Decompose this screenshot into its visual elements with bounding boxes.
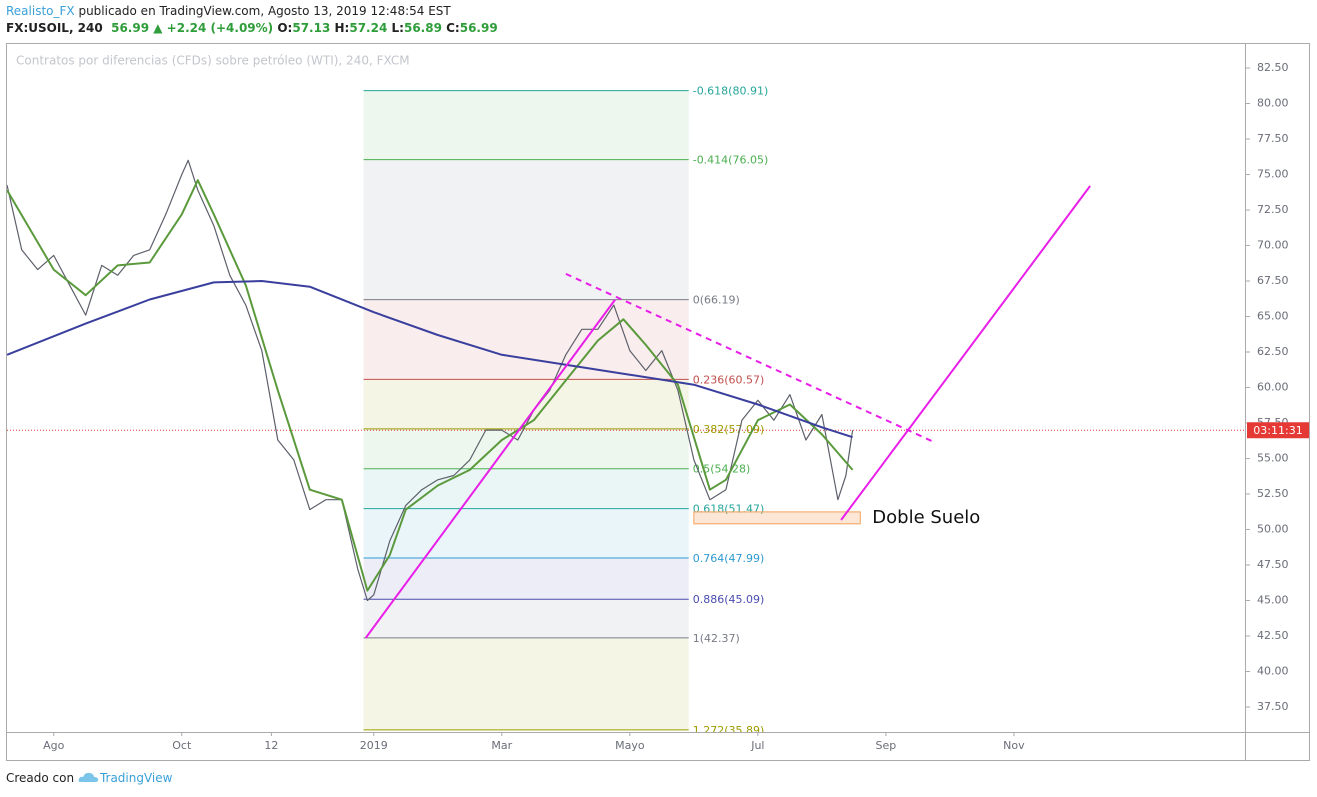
- y-tick-label: 72.50: [1257, 203, 1289, 216]
- fib-band: [363, 159, 689, 300]
- zone: [693, 511, 861, 525]
- ohlc-label: L:: [391, 21, 404, 35]
- fib-label: 0.382(57.09): [693, 423, 765, 436]
- y-tick-label: 52.50: [1257, 487, 1289, 500]
- y-tick-label: 47.50: [1257, 558, 1289, 571]
- chart-title: Contratos por diferencias (CFDs) sobre p…: [16, 54, 410, 68]
- footer: Creado con TradingView: [6, 771, 172, 785]
- price-series: [7, 179, 854, 592]
- arrow: ▲: [153, 21, 163, 35]
- y-tick-label: 60.00: [1257, 381, 1289, 394]
- trendline: [565, 272, 937, 444]
- symbol: FX:USOIL, 240: [6, 21, 103, 35]
- y-tick-label: 50.00: [1257, 523, 1289, 536]
- x-tick-label: Mar: [491, 739, 512, 752]
- fib-label: 0(66.19): [693, 294, 740, 307]
- y-tick-label: 77.50: [1257, 132, 1289, 145]
- y-tick-label: 62.50: [1257, 345, 1289, 358]
- fib-band: [363, 599, 689, 638]
- x-tick-label: Sep: [876, 739, 897, 752]
- fib-band: [363, 637, 689, 730]
- ohlc-label: C:: [446, 21, 460, 35]
- y-tick-label: 65.00: [1257, 310, 1289, 323]
- fib-label: 1(42.37): [693, 632, 740, 645]
- trendline: [364, 299, 616, 639]
- plot-area: -0.618(80.91) -0.414(76.05) 0(66.19) 0.236(…: [7, 85, 1245, 737]
- countdown: 03:11:31: [1253, 424, 1302, 437]
- y-tick-label: 75.00: [1257, 167, 1289, 180]
- x-tick-label: Jul: [750, 739, 764, 752]
- fib-band: [363, 90, 689, 160]
- ohlc-value: 57.13: [292, 21, 331, 35]
- x-tick-label: Ago: [43, 739, 65, 752]
- fib-label: -0.414(76.05): [693, 154, 769, 167]
- fib-label: 1.272(35.89): [693, 724, 765, 737]
- y-tick-label: 70.00: [1257, 239, 1289, 252]
- fib-label: 0.236(60.57): [693, 373, 765, 386]
- ohlc-value: 56.89: [403, 21, 442, 35]
- price-series: [7, 159, 854, 602]
- y-tick-label: 42.50: [1257, 629, 1289, 642]
- x-tick-label: 2019: [360, 739, 388, 752]
- fib-label: 0.764(47.99): [693, 552, 765, 565]
- fib-label: 0.886(45.09): [693, 593, 765, 606]
- logo: [78, 772, 99, 782]
- fib-band: [363, 299, 689, 380]
- fib-band: [363, 468, 689, 509]
- change: +2.24 (+4.09%): [166, 21, 274, 35]
- ohlc-value: 56.99: [459, 21, 498, 35]
- y-tick-label: 82.50: [1257, 61, 1289, 74]
- publish-info: Realisto_FX publicado en TradingView.com…: [6, 4, 451, 18]
- x-tick-label: Nov: [1003, 739, 1025, 752]
- y-tick-label: 45.00: [1257, 594, 1289, 607]
- y-tick-label: 55.00: [1257, 452, 1289, 465]
- price-series: [7, 280, 853, 439]
- fib-band: [363, 428, 689, 469]
- x-tick-label: 12: [264, 739, 278, 752]
- trendline: [840, 185, 1091, 521]
- y-tick-label: 67.50: [1257, 274, 1289, 287]
- y-tick-label: 40.00: [1257, 665, 1289, 678]
- fib-label: 0.5(54.28): [693, 463, 751, 476]
- fib-band: [363, 508, 689, 559]
- footer-text: Creado con: [6, 771, 75, 785]
- fib-label: -0.618(80.91): [693, 85, 769, 98]
- annotation: Doble Suelo: [872, 507, 980, 528]
- last: 56.99: [111, 21, 150, 35]
- published: publicado en TradingView.com, Agosto 13,…: [78, 4, 451, 18]
- chart-frame: [6, 43, 1310, 761]
- fib-band: [363, 558, 689, 600]
- y-tick-label: 80.00: [1257, 96, 1289, 109]
- symbol-info: FX:USOIL, 240 56.99 ▲ +2.24 (+4.09%) O:5…: [6, 21, 498, 35]
- y-tick-label: 37.50: [1257, 700, 1289, 713]
- x-tick-label: Oct: [172, 739, 192, 752]
- x-tick-label: Mayo: [615, 739, 645, 752]
- author[interactable]: Realisto_FX: [6, 4, 75, 18]
- ohlc-value: 57.24: [349, 21, 388, 35]
- countdown-box: [1247, 422, 1309, 439]
- brand[interactable]: TradingView: [99, 771, 173, 785]
- ohlc-label: O:: [277, 21, 293, 35]
- ohlc-label: H:: [334, 21, 350, 35]
